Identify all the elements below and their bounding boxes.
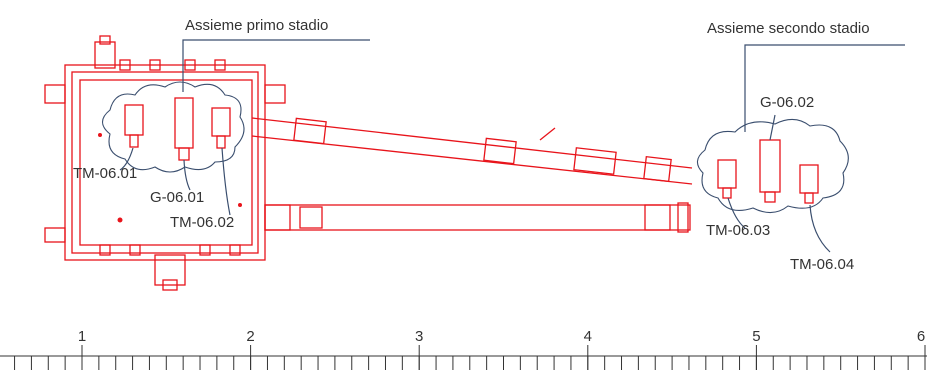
ruler-label: 4 — [584, 328, 592, 345]
component-label: G-06.02 — [760, 94, 814, 111]
pipes — [252, 118, 692, 232]
label: Assieme primo stadio — [185, 17, 328, 34]
component-label: TM-06.04 — [790, 256, 854, 273]
ruler-label: 3 — [415, 328, 423, 345]
component-label: G-06.01 — [150, 189, 204, 206]
ruler-label: 2 — [246, 328, 254, 345]
ruler-label: 6 — [917, 328, 925, 345]
component-label: TM-06.03 — [706, 222, 770, 239]
component-label: TM-06.02 — [170, 214, 234, 231]
label: Assieme secondo stadio — [707, 20, 870, 37]
scale-ruler: 1 2 3 4 5 6 — [0, 328, 927, 370]
ruler-label: 5 — [752, 328, 760, 345]
diagram: Assieme primo stadio Assieme secondo sta… — [0, 0, 927, 391]
ruler-label: 1 — [78, 328, 86, 345]
second-stage-cloud — [697, 119, 848, 212]
component-label: TM-06.01 — [73, 165, 137, 182]
